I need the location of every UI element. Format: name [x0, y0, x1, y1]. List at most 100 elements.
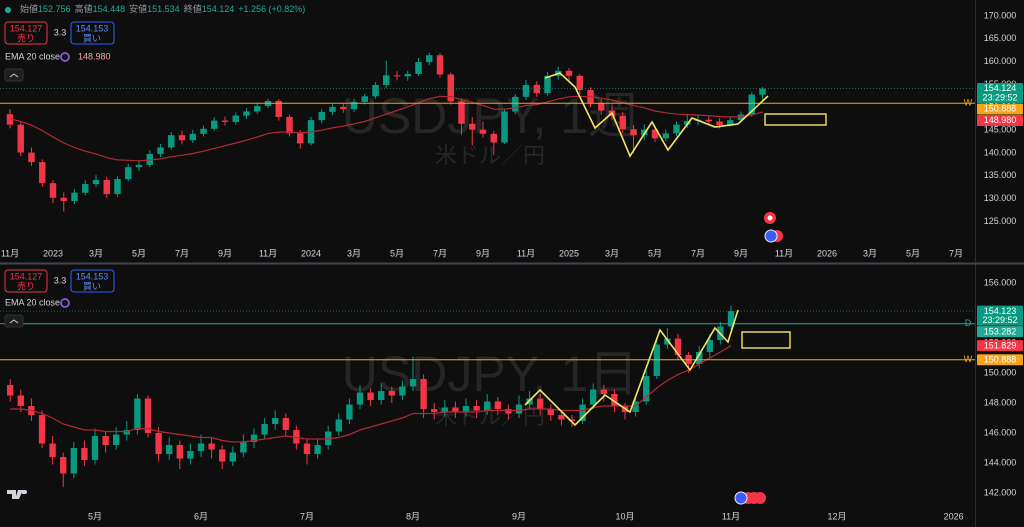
candle-body	[49, 183, 57, 198]
candle-body	[630, 129, 637, 136]
candle-body	[219, 449, 226, 462]
x-tick-label: 9月	[734, 248, 748, 258]
ema-line	[10, 345, 732, 443]
drawing-zigzag[interactable]	[524, 309, 739, 427]
candle-body	[611, 394, 618, 407]
collapse-button[interactable]	[4, 314, 24, 328]
drawing-box[interactable]	[764, 113, 827, 126]
sell-price: 154.127	[10, 23, 43, 33]
candle-body	[125, 167, 132, 180]
candle-body	[102, 436, 109, 446]
candle-body	[275, 100, 282, 117]
candle-body	[38, 415, 46, 444]
candle-body	[651, 129, 659, 139]
candle-body	[388, 391, 395, 396]
x-tick-label: 5月	[648, 248, 662, 258]
candle-body	[250, 434, 258, 443]
candle-body	[759, 88, 766, 95]
x-tick-label: 5月	[132, 248, 146, 258]
candle-body	[346, 404, 353, 420]
collapse-icon	[9, 73, 19, 78]
sell-button[interactable]	[4, 21, 48, 45]
candle-body	[558, 415, 565, 420]
candle-body	[544, 75, 551, 94]
candle-body	[157, 147, 164, 154]
x-tick-label: 7月	[300, 511, 314, 521]
y-tick-label: 170.000	[984, 10, 1017, 20]
candle-body	[505, 409, 512, 414]
candle-body	[60, 457, 67, 474]
x-tick-label: 3月	[863, 248, 877, 258]
candle-body	[409, 379, 417, 387]
candle-body	[653, 344, 660, 377]
x-tick-label: 11月	[1, 248, 19, 258]
y-tick-label: 150.000	[984, 367, 1017, 377]
candle-body	[452, 407, 459, 413]
candle-body	[135, 164, 143, 168]
candle-body	[458, 101, 465, 124]
candle-body	[696, 352, 703, 365]
y-tick-label: 160.000	[984, 56, 1017, 66]
candle-body	[6, 114, 14, 125]
candle-body	[123, 430, 130, 435]
drawing-box[interactable]	[741, 331, 791, 349]
candle-body	[462, 406, 470, 413]
watermark-symbol: USDJPY, 1週	[342, 88, 638, 144]
ohlc-header: 始値152.756 高値154.448 安値151.534 終値154.124 +1.2…	[20, 3, 305, 14]
buy-button[interactable]	[70, 269, 115, 293]
candle-body	[727, 311, 735, 327]
candle-body	[314, 445, 321, 455]
candle-body	[17, 395, 24, 407]
candle-body	[431, 409, 438, 413]
label: 高値	[75, 3, 93, 14]
candle-body	[547, 409, 554, 416]
x-tick-label: 11月	[259, 248, 277, 258]
candle-body	[60, 197, 67, 201]
y-tick-label: 135.000	[984, 170, 1017, 180]
candle-body	[81, 448, 88, 461]
y-tick-label: 165.000	[984, 33, 1017, 43]
logo[interactable]	[7, 490, 27, 499]
x-tick-label: 11月	[722, 511, 740, 521]
candle-body	[208, 443, 215, 450]
candle-body	[664, 338, 671, 345]
x-tick-label: 8月	[406, 511, 420, 521]
candle-body	[168, 135, 175, 148]
price-tag	[977, 82, 1023, 103]
candle-body	[565, 70, 573, 76]
candle-body	[662, 133, 669, 139]
data-layer: 125.000 130.000 135.000 140.000 145.000 150.0…	[0, 10, 1023, 521]
price-tag	[977, 114, 1023, 126]
candle-body	[340, 106, 347, 110]
sell-label: 売り	[17, 32, 35, 43]
candle-body	[533, 84, 540, 94]
buy-button[interactable]	[70, 21, 115, 45]
candle-body	[356, 392, 364, 405]
candle-body	[684, 121, 691, 125]
y-tick-label: 156.000	[984, 277, 1017, 287]
event-flag[interactable]	[734, 491, 748, 505]
sell-button[interactable]	[4, 269, 48, 293]
x-tick-label: 9月	[512, 511, 526, 521]
price-tag-label: 154.123	[984, 306, 1017, 316]
status-dot	[5, 7, 11, 13]
price-tag-label: 150.888	[984, 104, 1017, 114]
indicator-icon[interactable]	[60, 52, 70, 62]
candle-body	[598, 102, 605, 111]
event-flag[interactable]	[764, 229, 778, 243]
drawing-zigzag[interactable]	[544, 72, 769, 158]
candle-body	[113, 434, 120, 446]
candle-body	[28, 152, 35, 163]
candle-body	[92, 179, 100, 185]
candle-body	[70, 448, 77, 474]
candle-body	[619, 116, 626, 130]
indicator-name: EMA 20 close	[5, 51, 60, 61]
price-tag	[977, 103, 1023, 115]
collapse-button[interactable]	[4, 68, 24, 82]
candle-body	[415, 62, 422, 74]
candle-body	[144, 398, 152, 434]
price-tag	[977, 354, 1023, 366]
indicator-icon[interactable]	[60, 298, 70, 308]
